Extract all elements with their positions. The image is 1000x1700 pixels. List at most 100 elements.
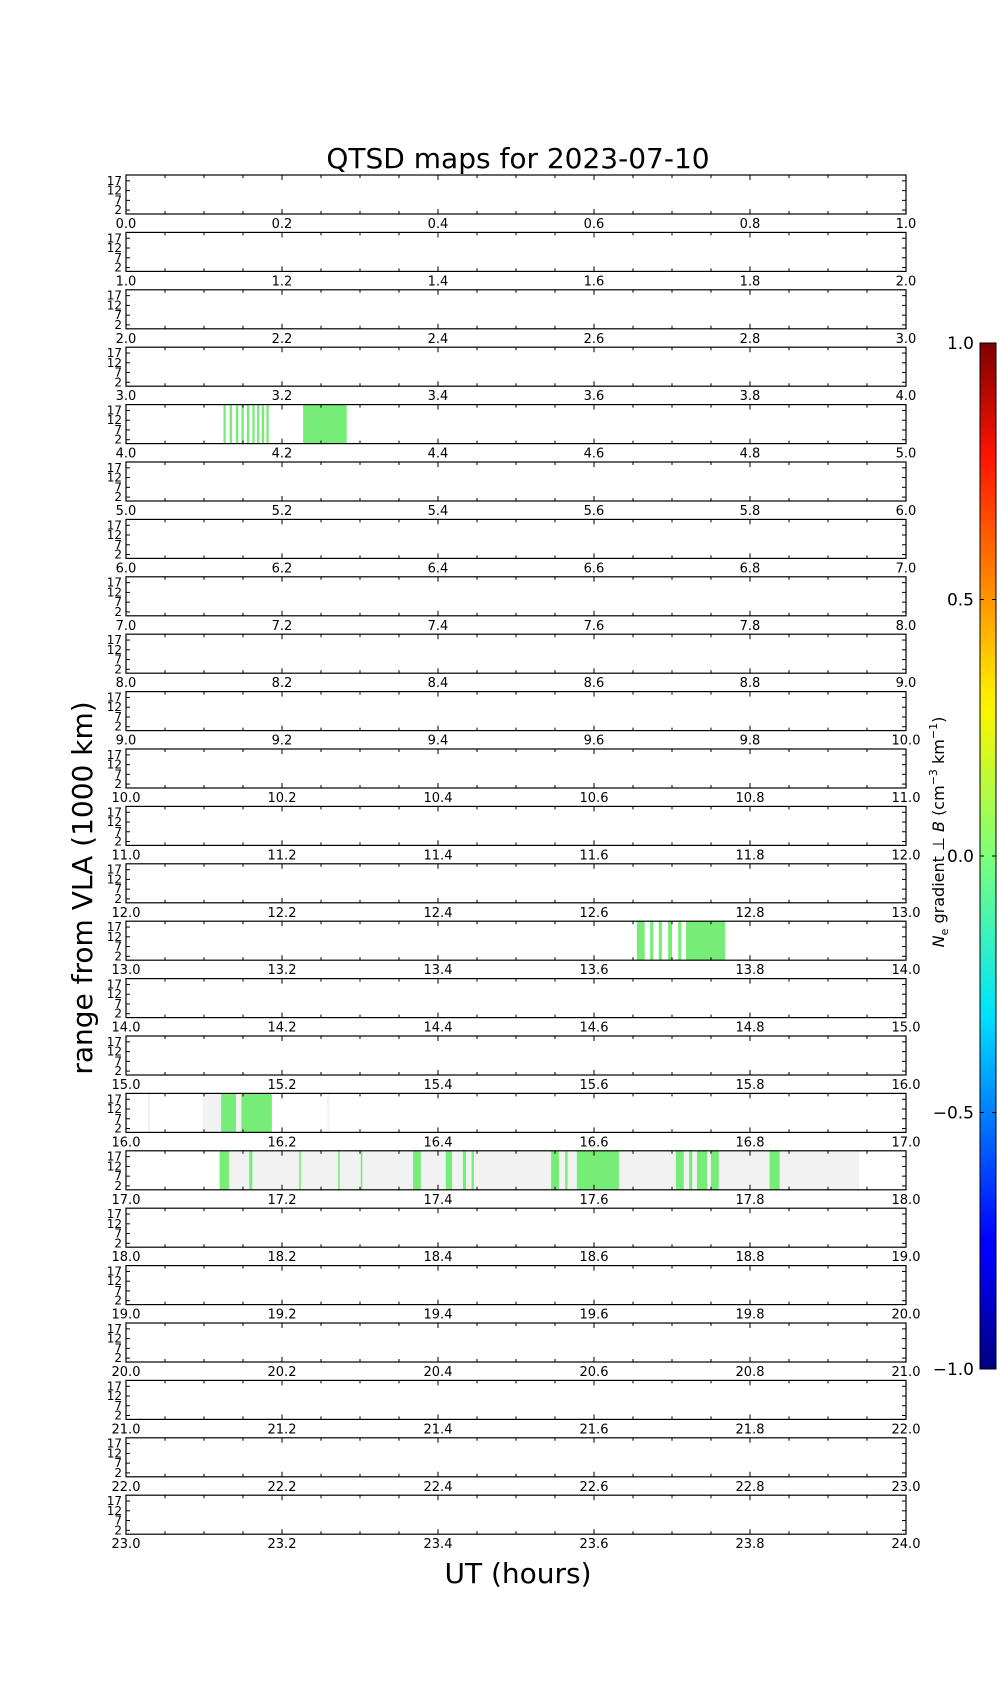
x-tick-label: 5.0	[116, 504, 137, 519]
x-tick-label: 7.8	[740, 619, 761, 634]
panel-frame	[125, 461, 907, 502]
panel-frame	[125, 1207, 907, 1248]
x-tick-label: 12.4	[424, 906, 453, 921]
data-cell-value	[219, 1150, 229, 1190]
x-tick-label: 22.6	[580, 1480, 609, 1495]
y-tick-label: 12	[107, 298, 122, 312]
panel-frame	[125, 690, 907, 732]
data-cell-value	[235, 404, 239, 444]
y-tick-label: 2	[114, 490, 122, 504]
y-tick-label: 7	[114, 825, 122, 839]
y-tick-label: 2	[114, 1236, 122, 1250]
y-tick-label: 2	[114, 203, 122, 217]
panel-frame	[125, 1322, 907, 1363]
panel-frame	[125, 289, 907, 330]
data-cell-value	[551, 1150, 559, 1190]
panel-data	[636, 921, 726, 961]
colorbar-ticks: 1.0 0.5 0.0 −0.5 −1.0	[933, 334, 996, 1380]
panel-frame	[125, 1264, 907, 1306]
y-tick-label: 17	[107, 863, 122, 877]
x-tick-label: 6.2	[272, 561, 293, 576]
data-cell-value	[360, 1150, 363, 1190]
y-tick-label: 7	[114, 308, 122, 322]
x-tick-label: 23.2	[268, 1537, 297, 1552]
x-tick-label: 2.8	[740, 332, 761, 347]
x-tick-label: 14.0	[892, 963, 921, 978]
x-tick-label: 3.0	[116, 389, 137, 404]
x-tick-label: 13.6	[580, 963, 609, 978]
x-tick-label: 6.0	[896, 504, 917, 519]
x-tick-label: 20.6	[580, 1365, 609, 1380]
x-tick-label: 22.8	[736, 1480, 765, 1495]
y-tick-label: 2	[114, 1351, 122, 1365]
data-cell-value	[338, 1150, 340, 1190]
x-tick-label: 20.2	[268, 1365, 297, 1380]
y-tick-label: 2	[114, 1007, 122, 1021]
x-tick-label: 17.0	[112, 1193, 141, 1208]
y-tick-label: 2	[114, 1294, 122, 1308]
x-tick-label: 23.6	[580, 1537, 609, 1552]
x-tick-label: 4.8	[740, 447, 761, 462]
data-cell-value	[678, 921, 682, 961]
y-tick-label: 17	[107, 403, 122, 417]
x-tick-label: 16.6	[580, 1135, 609, 1150]
x-tick-label: 16.0	[892, 1078, 921, 1093]
x-tick-label: 10.8	[736, 791, 765, 806]
y-tick-label: 17	[107, 748, 122, 762]
x-tick-label: 8.6	[584, 676, 605, 691]
x-tick-label: 4.2	[272, 447, 293, 462]
x-tick-label: 2.2	[272, 332, 293, 347]
y-tick-label: 7	[114, 997, 122, 1011]
x-tick-label: 18.2	[268, 1250, 297, 1265]
x-tick-label: 6.4	[428, 561, 449, 576]
x-tick-label: 9.2	[272, 734, 293, 749]
y-tick-label: 17	[107, 1322, 122, 1336]
y-tick-label: 7	[114, 423, 122, 437]
y-tick-label: 2	[114, 720, 122, 734]
x-tick-label: 11.0	[112, 848, 141, 863]
x-tick-label: 6.0	[116, 561, 137, 576]
x-tick-label: 17.6	[580, 1193, 609, 1208]
y-tick-label: 7	[114, 251, 122, 265]
y-tick-label: 17	[107, 1437, 122, 1451]
x-tick-label: 9.4	[428, 734, 449, 749]
x-tick-label: 3.0	[896, 332, 917, 347]
x-tick-label: 20.0	[112, 1365, 141, 1380]
panel-frame	[125, 748, 907, 789]
data-cell-value	[696, 1150, 708, 1190]
y-tick-label: 2	[114, 261, 122, 275]
y-tick-label: 7	[114, 480, 122, 494]
x-tick-label: 1.0	[116, 274, 137, 289]
panel-frame	[125, 633, 907, 674]
x-tick-label: 19.2	[268, 1308, 297, 1323]
y-tick-label: 7	[114, 1284, 122, 1298]
panel-frame	[125, 1379, 907, 1421]
x-tick-label: 3.8	[740, 389, 761, 404]
data-cell-value	[675, 1150, 684, 1190]
data-cell-value	[223, 404, 226, 444]
colorbar-tick-label: 0.5	[947, 591, 974, 611]
data-cell-value	[565, 1150, 568, 1190]
panel-frame	[125, 174, 907, 215]
y-tick-label: 2	[114, 318, 122, 332]
x-tick-label: 9.6	[584, 734, 605, 749]
x-tick-label: 1.6	[584, 274, 605, 289]
x-tick-label: 7.0	[896, 561, 917, 576]
panel-data	[219, 1150, 860, 1190]
y-tick-label: 12	[107, 356, 122, 370]
y-tick-label: 17	[107, 920, 122, 934]
x-tick-label: 10.6	[580, 791, 609, 806]
x-tick-label: 2.0	[896, 274, 917, 289]
y-tick-label: 2	[114, 662, 122, 676]
y-tick-label: 7	[114, 1341, 122, 1355]
y-tick-label: 7	[114, 1227, 122, 1241]
y-tick-label: 2	[114, 835, 122, 849]
